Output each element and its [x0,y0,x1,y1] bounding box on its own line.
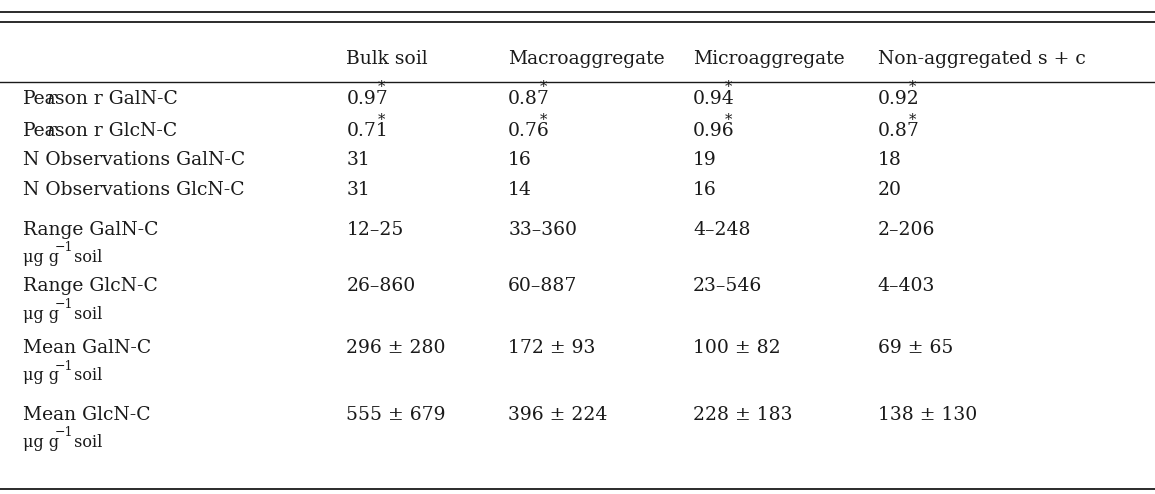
Text: μg g: μg g [23,368,59,384]
Text: 0.87: 0.87 [878,122,919,140]
Text: μg g: μg g [23,306,59,323]
Text: 0.87: 0.87 [508,90,550,108]
Text: μg g: μg g [23,434,59,451]
Text: soil: soil [68,368,102,384]
Text: 138 ± 130: 138 ± 130 [878,406,977,424]
Text: *: * [909,113,917,126]
Text: 0.92: 0.92 [878,90,919,108]
Text: 14: 14 [508,181,532,199]
Text: 100 ± 82: 100 ± 82 [693,339,781,357]
Text: −1: −1 [54,360,73,372]
Text: Mean GlcN-C: Mean GlcN-C [23,406,150,424]
Text: 18: 18 [878,152,902,169]
Text: 0.96: 0.96 [693,122,735,140]
Text: 0.76: 0.76 [508,122,550,140]
Text: *: * [378,113,386,126]
Text: soil: soil [68,249,102,266]
Text: −1: −1 [54,298,73,311]
Text: N Observations GlcN-C: N Observations GlcN-C [23,181,245,199]
Text: −1: −1 [54,241,73,254]
Text: N Observations GalN-C: N Observations GalN-C [23,152,245,169]
Text: 555 ± 679: 555 ± 679 [346,406,446,424]
Text: 60–887: 60–887 [508,278,578,295]
Text: Bulk soil: Bulk soil [346,50,429,68]
Text: *: * [909,81,917,94]
Text: 23–546: 23–546 [693,278,762,295]
Text: 12–25: 12–25 [346,221,404,239]
Text: 31: 31 [346,181,371,199]
Text: 172 ± 93: 172 ± 93 [508,339,596,357]
Text: 16: 16 [508,152,532,169]
Text: Range GlcN-C: Range GlcN-C [23,278,158,295]
Text: 20: 20 [878,181,902,199]
Text: 33–360: 33–360 [508,221,578,239]
Text: 296 ± 280: 296 ± 280 [346,339,446,357]
Text: Microaggregate: Microaggregate [693,50,844,68]
Text: Mean GalN-C: Mean GalN-C [23,339,151,357]
Text: r: r [46,90,55,108]
Text: *: * [724,113,732,126]
Text: Pea: Pea [23,90,57,108]
Text: *: * [378,81,386,94]
Text: 31: 31 [346,152,371,169]
Text: *: * [539,113,547,126]
Text: 19: 19 [693,152,717,169]
Text: 16: 16 [693,181,717,199]
Text: r: r [46,122,55,140]
Text: soil: soil [68,306,102,323]
Text: 26–860: 26–860 [346,278,416,295]
Text: Range GalN-C: Range GalN-C [23,221,158,239]
Text: son r GlcN-C: son r GlcN-C [54,122,177,140]
Text: 4–403: 4–403 [878,278,936,295]
Text: 396 ± 224: 396 ± 224 [508,406,608,424]
Text: Pea: Pea [23,122,57,140]
Text: 228 ± 183: 228 ± 183 [693,406,792,424]
Text: μg g: μg g [23,249,59,266]
Text: 0.97: 0.97 [346,90,388,108]
Text: 69 ± 65: 69 ± 65 [878,339,953,357]
Text: 2–206: 2–206 [878,221,936,239]
Text: 4–248: 4–248 [693,221,751,239]
Text: *: * [539,81,547,94]
Text: Macroaggregate: Macroaggregate [508,50,665,68]
Text: son r GalN-C: son r GalN-C [54,90,178,108]
Text: Non-aggregated s + c: Non-aggregated s + c [878,50,1086,68]
Text: 0.71: 0.71 [346,122,388,140]
Text: −1: −1 [54,426,73,439]
Text: soil: soil [68,434,102,451]
Text: 0.94: 0.94 [693,90,735,108]
Text: *: * [724,81,732,94]
